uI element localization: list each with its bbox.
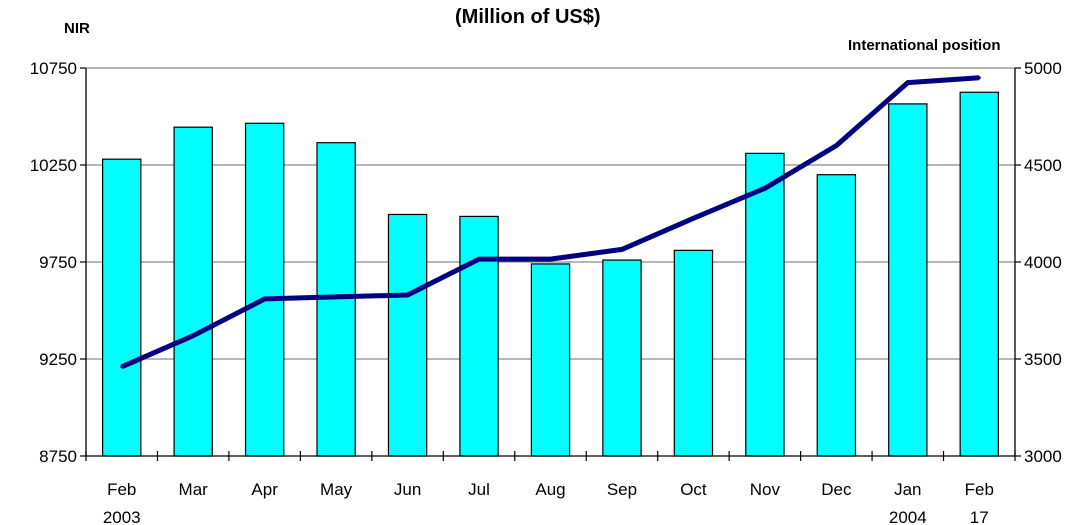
x-sub-label: 2003 xyxy=(103,508,141,525)
bar xyxy=(816,174,857,457)
left-tick-label: 10750 xyxy=(30,59,77,78)
bar xyxy=(459,215,499,457)
right-tick-label: 5000 xyxy=(1024,59,1062,78)
bar xyxy=(888,103,928,457)
axis-labels: 8750 9250 9750 10250 10750 3000 3500 4000 4500 50… xyxy=(30,59,1062,525)
line-point xyxy=(620,247,624,251)
left-tick-label: 9750 xyxy=(39,253,77,272)
x-tick-label: Sep xyxy=(607,480,637,499)
line-point xyxy=(406,293,410,297)
bar xyxy=(244,122,285,457)
bar xyxy=(102,158,142,457)
line-point xyxy=(906,81,910,85)
x-tick-label: Nov xyxy=(750,480,781,499)
left-tick-label: 10250 xyxy=(30,156,77,175)
line-point xyxy=(263,297,267,301)
x-tick-label: Jul xyxy=(468,480,490,499)
right-tick-label: 3000 xyxy=(1024,447,1062,466)
line-point xyxy=(120,365,124,369)
line-series xyxy=(120,75,981,370)
line-point xyxy=(834,144,838,148)
right-axis-title: International position xyxy=(848,37,1001,54)
line-point xyxy=(977,76,981,80)
line-point xyxy=(334,295,338,299)
chart-title: (Million of US$) xyxy=(455,6,601,28)
line-point xyxy=(763,186,767,190)
bar xyxy=(959,91,999,457)
line-point xyxy=(191,334,195,338)
x-tick-label: Apr xyxy=(251,480,278,499)
left-tick-label: 8750 xyxy=(39,447,77,466)
bar xyxy=(530,263,571,457)
x-sub-label: 2004 xyxy=(889,508,927,525)
bar xyxy=(602,259,642,457)
x-tick-label: Feb xyxy=(107,480,136,499)
x-tick-label: Oct xyxy=(680,480,707,499)
x-tick-label: Mar xyxy=(179,480,209,499)
bar xyxy=(387,213,428,457)
right-tick-label: 3500 xyxy=(1024,350,1062,369)
x-tick-label: Jun xyxy=(394,480,421,499)
bar-series xyxy=(102,91,999,457)
line-point xyxy=(691,216,695,220)
line-point xyxy=(549,257,552,261)
x-tick-label: Feb xyxy=(965,480,994,499)
left-tick-label: 9250 xyxy=(39,350,77,369)
line-point xyxy=(477,257,481,261)
x-tick-label: Aug xyxy=(535,480,565,499)
bar xyxy=(745,152,785,457)
right-tick-label: 4000 xyxy=(1024,253,1062,272)
bar xyxy=(173,126,213,457)
right-tick-label: 4500 xyxy=(1024,156,1062,175)
x-tick-label: Dec xyxy=(821,480,852,499)
left-axis-title: NIR xyxy=(64,20,90,37)
x-tick-label: Jan xyxy=(894,480,921,499)
axes xyxy=(80,67,1021,461)
x-sub-label: 17 xyxy=(970,508,989,525)
x-tick-label: May xyxy=(320,480,353,499)
bar xyxy=(673,249,714,457)
